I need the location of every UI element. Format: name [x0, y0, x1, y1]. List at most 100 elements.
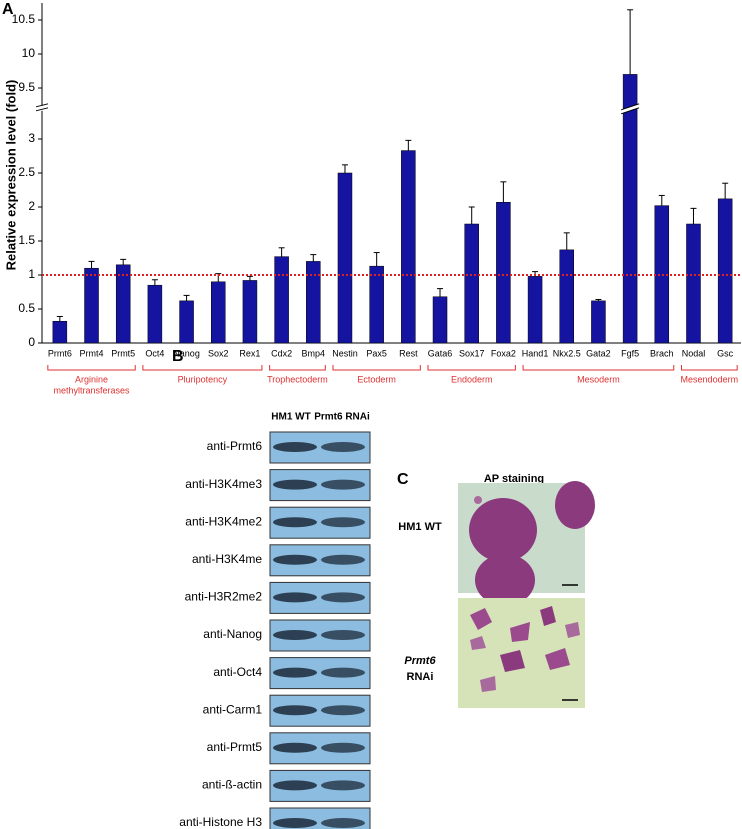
y-tick-label: 10	[22, 46, 36, 60]
x-tick-label: Nestin	[332, 348, 358, 358]
x-tick-label: Gata6	[428, 348, 453, 358]
x-tick-label: Prmt4	[80, 348, 104, 358]
blot-band	[273, 442, 317, 452]
blot-band	[321, 442, 365, 452]
x-tick-label: Nodal	[682, 348, 706, 358]
blot-panel: anti-Prmt6 anti-H3K4me3 anti-H3K4me2 anti-H…	[179, 431, 371, 829]
bar	[464, 223, 479, 344]
x-tick-label: Prmt5	[111, 348, 135, 358]
x-tick-label: Sox2	[208, 348, 229, 358]
y-tick-label: 2	[28, 199, 35, 213]
bar	[401, 150, 416, 344]
row-label: anti-Oct4	[213, 665, 262, 679]
break-line	[35, 107, 49, 112]
x-tick-label: Hand1	[522, 348, 549, 358]
blot-band	[273, 780, 317, 791]
bar	[369, 265, 384, 344]
row-label: anti-ß-actin	[202, 778, 262, 792]
row-label: anti-Histone H3	[179, 815, 262, 829]
blot-band	[321, 554, 365, 565]
group-label: Endoderm	[451, 374, 493, 384]
row-label: RNAi	[407, 671, 434, 683]
break-line	[35, 103, 49, 108]
blot-band	[273, 592, 317, 603]
blot-band	[321, 667, 365, 678]
bar	[147, 284, 163, 344]
group-bracket	[47, 365, 136, 371]
panel-title: AP staining	[484, 473, 544, 485]
x-tick-label: Gata2	[586, 348, 611, 358]
group-bracket	[142, 365, 263, 371]
blot-band	[321, 592, 365, 603]
group-label: Ectoderm	[357, 374, 396, 384]
break-line	[620, 107, 640, 115]
blot-band	[273, 554, 317, 565]
stain-image	[458, 598, 585, 708]
row-label: anti-Prmt6	[207, 439, 263, 453]
blot-band	[321, 780, 365, 791]
bar	[84, 267, 99, 344]
row-label: anti-Nanog	[203, 627, 262, 641]
y-tick-label: 0	[28, 335, 35, 349]
row-label: anti-Carm1	[203, 702, 263, 716]
x-tick-label: Prmt6	[48, 348, 72, 358]
bar	[622, 74, 638, 344]
blot-band	[321, 630, 365, 640]
blot-band	[273, 517, 317, 528]
group-label: Trophectoderm	[267, 374, 328, 384]
blot-band	[273, 742, 317, 753]
blot-band	[273, 630, 317, 640]
bar	[337, 172, 353, 344]
bar	[686, 223, 701, 344]
y-tick-label: 9.5	[18, 80, 35, 94]
x-tick-label: Fgf5	[621, 348, 639, 358]
panel-label: B	[172, 348, 184, 365]
row-label: Prmt6	[404, 655, 436, 667]
y-tick-label: 0.5	[18, 301, 35, 315]
group-label: Arginine	[75, 374, 108, 384]
x-tick-label: Rex1	[239, 348, 260, 358]
group-bracket	[269, 365, 326, 371]
blot-band	[273, 479, 317, 490]
y-tick-label: 2.5	[18, 165, 35, 179]
x-tick-label: Foxa2	[491, 348, 516, 358]
group-label: Mesoderm	[577, 374, 620, 384]
x-tick-label: Gsc	[717, 348, 734, 358]
break-mark	[37, 105, 47, 111]
y-tick-label: 10.5	[12, 12, 36, 26]
x-tick-label: Brach	[650, 348, 674, 358]
break-mark	[621, 103, 640, 114]
bar	[179, 300, 194, 344]
x-tick-label: Bmp4	[302, 348, 326, 358]
bar	[52, 320, 68, 344]
blot-band	[321, 517, 365, 528]
blot-band	[273, 818, 317, 828]
bar	[242, 280, 258, 344]
group-bracket	[522, 365, 675, 371]
bar	[274, 256, 289, 344]
row-label: anti-H3K4me2	[185, 514, 262, 528]
column-header: Prmt6 RNAi	[314, 412, 370, 423]
y-tick-label: 1	[28, 267, 35, 281]
blot-band	[321, 818, 365, 828]
blot-band	[321, 479, 365, 490]
x-tick-label: Pax5	[366, 348, 387, 358]
x-tick-label: Sox17	[459, 348, 485, 358]
row-label: anti-H3K4me3	[185, 477, 262, 491]
row-label: HM1 WT	[398, 521, 442, 533]
group-label: Pluripotency	[178, 374, 228, 384]
y-axis-label: Relative expression level (fold)	[3, 80, 18, 271]
break-line	[620, 103, 640, 111]
blot-band	[321, 705, 365, 716]
bar	[717, 198, 733, 344]
blot-band	[273, 705, 317, 716]
bar	[306, 261, 321, 344]
panel-label: C	[397, 471, 409, 488]
y-tick-label: 1.5	[18, 233, 35, 247]
group-bracket	[427, 365, 516, 371]
group-label: methyltransferases	[54, 385, 131, 395]
bar	[432, 296, 448, 344]
panel-label: A	[2, 1, 14, 18]
bar	[559, 249, 574, 344]
